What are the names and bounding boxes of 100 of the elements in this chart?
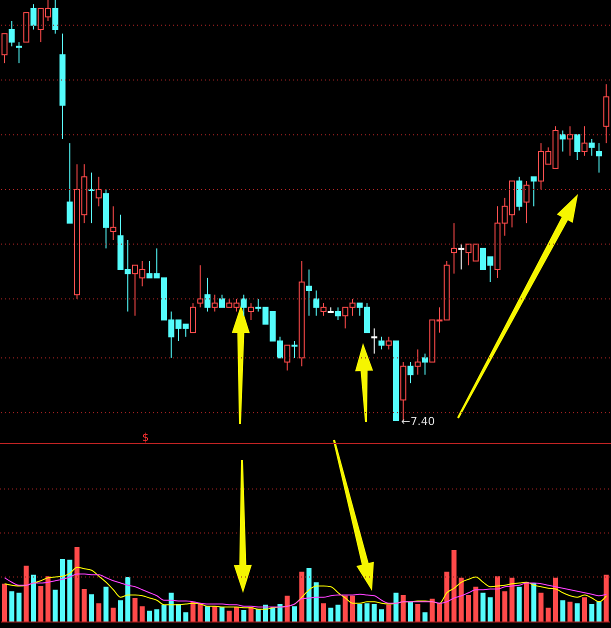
- bar: [82, 589, 87, 622]
- candlestick: [30, 4, 36, 30]
- bar: [212, 606, 218, 622]
- bar: [67, 560, 72, 622]
- bar: [52, 590, 58, 622]
- bar: [568, 602, 572, 622]
- bar: [241, 610, 246, 622]
- bar: [31, 574, 36, 622]
- bar: [74, 547, 80, 622]
- bar: [256, 609, 261, 622]
- candlestick: [524, 180, 530, 224]
- bar: [9, 591, 14, 622]
- bar: [198, 603, 203, 622]
- bar: [524, 582, 529, 622]
- bar: [292, 606, 297, 622]
- bar: [2, 584, 7, 622]
- bar: [132, 598, 138, 622]
- bar: [270, 608, 276, 622]
- bar: [466, 595, 471, 622]
- candlestick: [371, 328, 378, 354]
- bar: [328, 608, 334, 622]
- candlestick: [240, 294, 247, 316]
- bar: [574, 603, 580, 622]
- candlestick: [378, 336, 384, 350]
- bar: [495, 576, 500, 622]
- bar: [444, 572, 450, 622]
- bar: [118, 600, 123, 622]
- bar: [415, 604, 420, 622]
- bar: [596, 601, 602, 622]
- candlestick: [66, 142, 73, 224]
- bar: [437, 603, 442, 622]
- bar: [46, 576, 50, 622]
- bar: [553, 578, 558, 622]
- bar: [299, 572, 304, 622]
- bar: [589, 604, 594, 622]
- bar: [24, 566, 29, 622]
- bar: [473, 586, 478, 622]
- candlestick: [219, 294, 225, 308]
- bar: [342, 596, 348, 622]
- candlestick: [212, 294, 218, 312]
- bar: [38, 586, 44, 622]
- candlestick: [422, 353, 428, 376]
- bar: [89, 594, 94, 622]
- bar: [284, 596, 290, 622]
- bar: [306, 568, 312, 622]
- candlestick: [306, 268, 312, 316]
- bar: [190, 602, 196, 622]
- bar: [278, 604, 282, 622]
- bar: [386, 604, 392, 622]
- bar: [168, 592, 174, 622]
- bar: [125, 577, 130, 622]
- bar: [336, 604, 340, 622]
- bar: [226, 610, 232, 622]
- bar: [154, 609, 160, 622]
- candlestick: [197, 264, 204, 308]
- bar: [430, 598, 435, 622]
- bar: [372, 604, 377, 622]
- bar: [394, 592, 398, 622]
- bar: [582, 597, 587, 622]
- candlestick: [414, 348, 421, 376]
- bar: [458, 578, 464, 622]
- bar: [205, 606, 210, 622]
- candlestick: [567, 126, 573, 156]
- bar: [104, 586, 108, 622]
- bar: [314, 582, 319, 622]
- candlestick: [313, 290, 320, 316]
- bar: [452, 550, 456, 622]
- candlestick: [16, 42, 22, 64]
- bar: [531, 583, 536, 622]
- text: $: [142, 431, 149, 444]
- bar: [234, 607, 239, 622]
- candlestick: [204, 277, 210, 312]
- bar: [140, 606, 145, 622]
- bar: [220, 607, 224, 622]
- bar: [162, 604, 166, 622]
- bar: [400, 595, 406, 622]
- bar: [502, 591, 508, 622]
- bar: [357, 604, 362, 622]
- bar: [546, 608, 551, 622]
- bar: [350, 596, 355, 622]
- candlestick: [574, 134, 580, 160]
- candlestick: [560, 130, 566, 152]
- bar: [516, 586, 522, 622]
- bar: [364, 603, 370, 622]
- bar: [480, 592, 486, 622]
- candlestick: [335, 306, 341, 320]
- candlestick: [110, 206, 116, 240]
- bar: [248, 607, 254, 622]
- bar: [422, 612, 428, 622]
- candlestick: [52, 0, 58, 34]
- bar: [183, 612, 188, 622]
- bar: [379, 609, 384, 622]
- bar: [538, 592, 544, 622]
- candlestick: [8, 20, 15, 47]
- candlestick: [408, 362, 414, 384]
- annotation: ←7.40: [401, 414, 435, 428]
- candlestick: [588, 138, 595, 156]
- bar: [147, 610, 152, 622]
- bar: [560, 600, 566, 622]
- candlestick: [596, 142, 602, 174]
